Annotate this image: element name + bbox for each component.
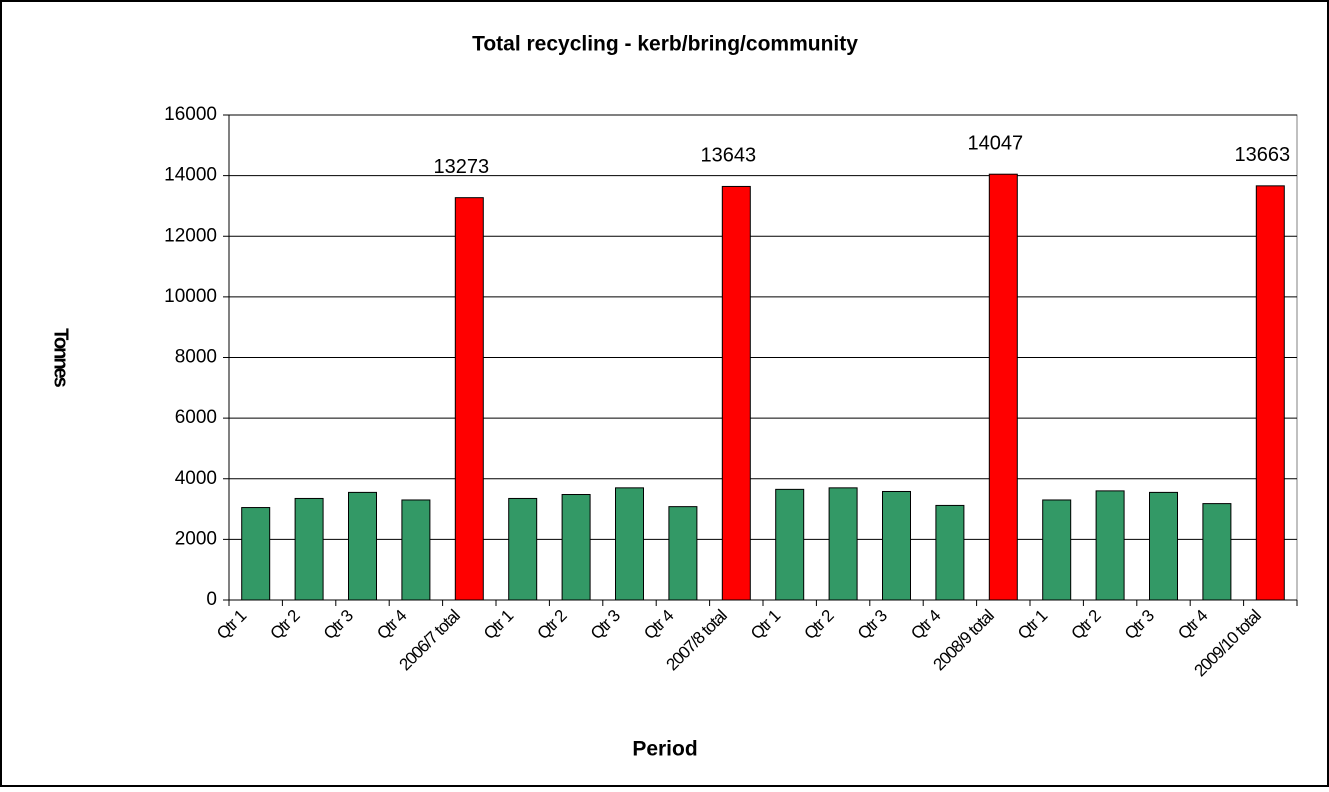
x-axis-label: Period xyxy=(632,738,697,761)
bar xyxy=(348,491,377,601)
bar xyxy=(508,497,538,601)
bar xyxy=(561,494,591,601)
y-axis-label: Tonnes xyxy=(50,328,72,388)
data-label: 13643 xyxy=(700,145,756,167)
bar xyxy=(1149,491,1178,601)
bar xyxy=(668,506,698,601)
bar xyxy=(615,487,644,601)
y-tick-label: 6000 xyxy=(175,407,217,428)
y-tick-label: 12000 xyxy=(164,225,217,246)
y-tick-label: 2000 xyxy=(175,528,217,549)
data-label: 14047 xyxy=(967,132,1023,154)
y-tick-label: 0 xyxy=(206,589,217,610)
bar xyxy=(882,490,911,601)
bar xyxy=(1042,499,1072,601)
y-tick-label: 16000 xyxy=(164,104,217,125)
bar xyxy=(721,185,751,601)
y-tick-label: 8000 xyxy=(175,347,217,368)
chart-title: Total recycling - kerb/bring/community xyxy=(472,33,858,56)
bar xyxy=(401,499,431,601)
bar xyxy=(1095,490,1125,601)
bar xyxy=(241,507,271,601)
bar xyxy=(988,173,1018,601)
bar xyxy=(1255,185,1285,601)
y-tick-label: 4000 xyxy=(175,468,217,489)
bar xyxy=(454,197,484,601)
y-tick-label: 14000 xyxy=(164,165,217,186)
bar xyxy=(294,497,324,601)
y-tick-label: 10000 xyxy=(164,286,217,307)
bar xyxy=(1202,503,1232,601)
bar xyxy=(828,487,858,601)
data-label: 13663 xyxy=(1234,144,1290,166)
bar xyxy=(935,504,965,601)
bar xyxy=(775,488,805,601)
data-label: 13273 xyxy=(433,156,489,178)
